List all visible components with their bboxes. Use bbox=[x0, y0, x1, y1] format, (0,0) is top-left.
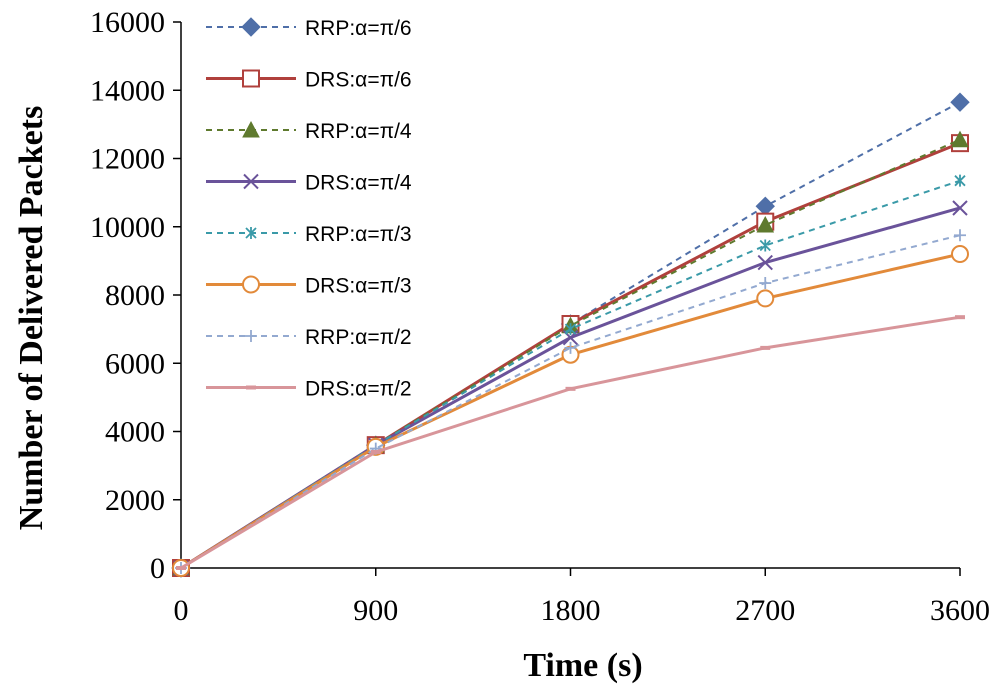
legend: RRP:α=π/6 DRS:α=π/6 RRP:α=π/4 DRS:α=π/4 RRP:… bbox=[206, 17, 412, 401]
data-point bbox=[759, 239, 771, 252]
legend-marker bbox=[243, 173, 259, 190]
legend-entry: DRS:α=π/3 bbox=[206, 275, 412, 298]
data-point bbox=[756, 289, 775, 308]
x-axis-title: Time (s) bbox=[523, 647, 642, 684]
data-point bbox=[954, 174, 966, 187]
series-5 bbox=[172, 245, 969, 577]
series-line bbox=[180, 179, 961, 569]
legend-entry: RRP:α=π/6 bbox=[206, 17, 412, 40]
data-point bbox=[564, 341, 577, 354]
y-tick-label: 4000 bbox=[105, 416, 165, 449]
legend-marker bbox=[242, 275, 260, 294]
series-line bbox=[180, 138, 961, 569]
y-tick-label: 14000 bbox=[90, 74, 165, 107]
series-line bbox=[180, 252, 961, 570]
data-point bbox=[757, 254, 773, 271]
series-line bbox=[180, 101, 961, 569]
x-tick-label: 2700 bbox=[735, 594, 795, 627]
data-point bbox=[954, 229, 966, 242]
data-point bbox=[755, 196, 775, 216]
legend-entry: RRP:α=π/3 bbox=[206, 223, 412, 246]
legend-entry: DRS:α=π/4 bbox=[206, 172, 412, 195]
legend-entry: RRP:α=π/4 bbox=[206, 120, 412, 143]
legend-label: DRS:α=π/3 bbox=[305, 275, 412, 298]
legend-label: DRS:α=π/4 bbox=[305, 172, 412, 195]
legend-label: DRS:α=π/2 bbox=[305, 378, 412, 401]
data-point bbox=[950, 92, 970, 112]
y-tick-label: 2000 bbox=[105, 484, 165, 517]
axes bbox=[180, 22, 960, 569]
series-6 bbox=[175, 229, 966, 574]
legend-label: RRP:α=π/2 bbox=[305, 326, 412, 349]
y-axis-title: Number of Delivered Packets bbox=[13, 106, 50, 531]
legend-entry: RRP:α=π/2 bbox=[206, 326, 412, 349]
y-tick-label: 8000 bbox=[105, 279, 165, 312]
series-line bbox=[180, 234, 961, 569]
y-tick-label: 0 bbox=[150, 552, 165, 585]
x-ticks: 0 900 1800 2700 3600 bbox=[174, 568, 990, 627]
y-tick-label: 10000 bbox=[90, 211, 165, 244]
legend-label: RRP:α=π/3 bbox=[305, 223, 412, 246]
x-tick-label: 900 bbox=[353, 594, 398, 627]
legend-marker bbox=[245, 227, 257, 239]
series-layer bbox=[171, 92, 970, 578]
data-point bbox=[951, 130, 969, 148]
y-tick-label: 12000 bbox=[90, 143, 165, 176]
legend-label: RRP:α=π/6 bbox=[305, 17, 412, 40]
x-tick-label: 0 bbox=[174, 594, 189, 627]
legend-entry: DRS:α=π/2 bbox=[206, 378, 412, 401]
y-tick-label: 16000 bbox=[90, 6, 165, 39]
legend-label: RRP:α=π/4 bbox=[305, 120, 412, 143]
legend-marker bbox=[245, 330, 257, 342]
legend-marker bbox=[241, 17, 261, 37]
data-point bbox=[756, 215, 775, 233]
data-point bbox=[951, 245, 969, 264]
series-7 bbox=[176, 315, 965, 570]
data-point bbox=[759, 277, 772, 290]
data-point bbox=[952, 200, 968, 216]
y-tick-label: 6000 bbox=[105, 347, 165, 380]
legend-label: DRS:α=π/6 bbox=[305, 69, 412, 92]
legend-marker bbox=[242, 69, 260, 88]
series-4 bbox=[175, 174, 966, 574]
legend-entry: DRS:α=π/6 bbox=[206, 69, 412, 92]
legend-marker bbox=[242, 120, 260, 138]
x-tick-label: 3600 bbox=[930, 594, 990, 627]
y-ticks: 0 2000 4000 6000 8000 10000 12000 14000 16000 bbox=[90, 6, 181, 585]
x-tick-label: 1800 bbox=[541, 594, 601, 627]
data-point bbox=[564, 323, 577, 336]
